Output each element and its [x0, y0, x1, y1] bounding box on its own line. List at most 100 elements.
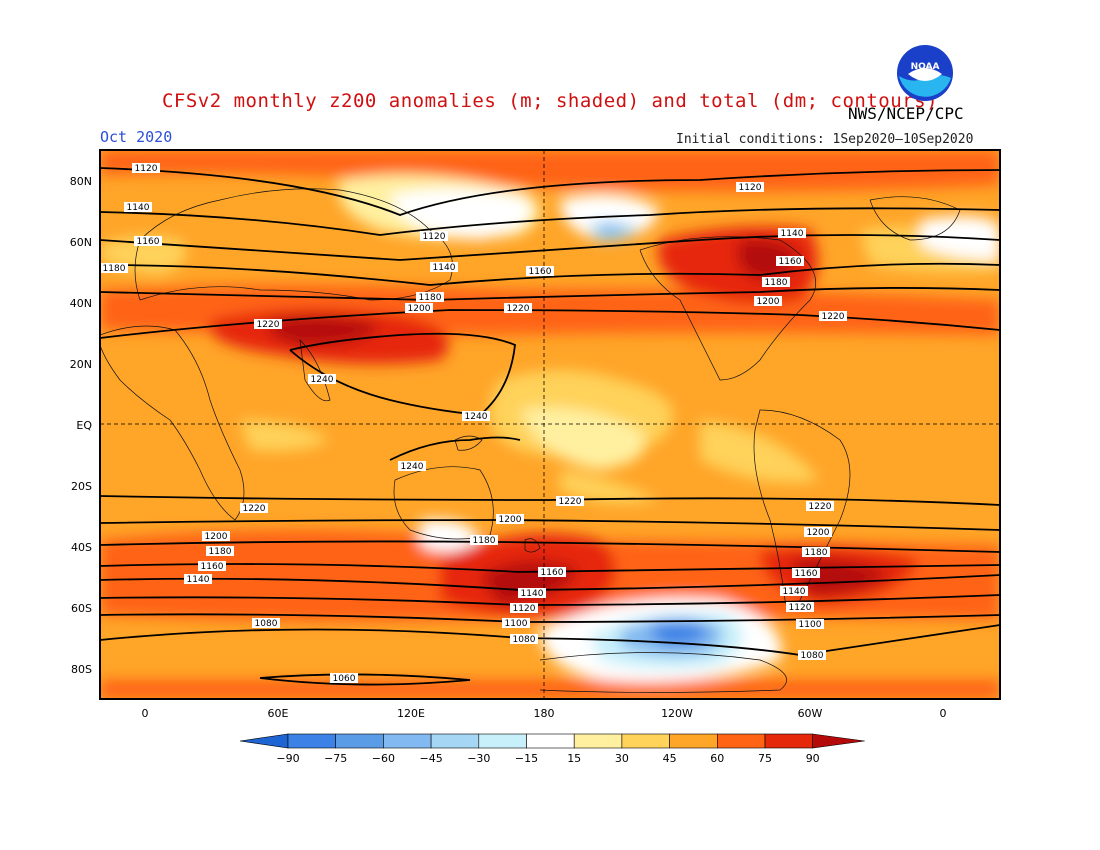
lon-label: 180 — [534, 707, 555, 720]
svg-text:1220: 1220 — [243, 504, 266, 514]
svg-text:1120: 1120 — [135, 164, 158, 174]
svg-text:1160: 1160 — [201, 562, 224, 572]
contour-label: 1120 — [510, 603, 538, 614]
svg-text:1180: 1180 — [209, 547, 232, 557]
australia-coast — [393, 466, 494, 540]
contour-label: 1120 — [132, 163, 160, 174]
siberia-blue-core — [600, 224, 625, 236]
colorbar-tick-label: 75 — [758, 752, 772, 765]
logo-bird — [908, 68, 942, 81]
contour-1240-north — [289, 332, 516, 416]
colorbar-swatch — [478, 733, 527, 749]
colorbar-swatch — [716, 733, 766, 749]
svg-text:1160: 1160 — [541, 568, 564, 578]
contour-label: 1220 — [254, 319, 282, 330]
contour-1220-north — [100, 309, 1000, 339]
contour-label: 1080 — [252, 618, 280, 629]
svg-text:1140: 1140 — [187, 575, 210, 585]
svg-text:1200: 1200 — [499, 515, 522, 525]
svg-text:1120: 1120 — [513, 604, 536, 614]
svg-text:1220: 1220 — [507, 304, 530, 314]
contour-1160-north — [100, 234, 1000, 261]
colorbar-tick-label: 45 — [663, 752, 677, 765]
svg-text:1100: 1100 — [505, 619, 528, 629]
contour-1140-north — [100, 207, 1000, 236]
svg-text:1120: 1120 — [739, 183, 762, 193]
contour-label: 1080 — [510, 634, 538, 645]
colorbar-swatch — [764, 733, 814, 749]
contour-label: 1140 — [184, 574, 212, 585]
arctic-orange-band — [100, 150, 1000, 192]
southern-ocean-blue-3 — [650, 621, 710, 645]
lat-label: 20N — [70, 358, 92, 371]
initial-conditions-label: Initial conditions: 1Sep2020–10Sep2020 — [676, 132, 974, 147]
contour-label: 1140 — [518, 588, 546, 599]
svg-text:1180: 1180 — [419, 293, 442, 303]
longitude-axis: 0 60E 120E 180 120W 60W 0 — [142, 707, 947, 720]
coastlines — [100, 188, 961, 693]
contour-label: 1140 — [780, 586, 808, 597]
logo-wave — [899, 75, 951, 97]
svg-text:1140: 1140 — [433, 263, 456, 273]
contour-label: 1200 — [804, 527, 832, 538]
contour-label: 1180 — [416, 292, 444, 303]
new-zealand-coast — [524, 538, 541, 553]
contour-label: 1220 — [556, 496, 584, 507]
svg-text:1200: 1200 — [807, 528, 830, 538]
forecast-month: Oct 2020 — [100, 128, 173, 146]
contour-label: 1060 — [330, 673, 358, 684]
lat-label: EQ — [76, 419, 92, 432]
map-frame — [99, 149, 1001, 700]
svg-text:1120: 1120 — [789, 603, 812, 613]
contour-label: 1180 — [802, 547, 830, 558]
south-pacific-yellow — [560, 470, 660, 504]
contour-label: 1160 — [198, 561, 226, 572]
colorbar-arrow-left — [239, 733, 289, 749]
lat-label: 60N — [70, 236, 92, 249]
contour-1200-north — [100, 287, 1000, 301]
colorbar-swatch — [526, 733, 575, 749]
contour-1160-south — [100, 563, 1000, 573]
svg-text:1080: 1080 — [801, 651, 824, 661]
contour-1120-north — [100, 167, 1000, 216]
svg-text:1220: 1220 — [559, 497, 582, 507]
new-guinea-coast — [454, 435, 483, 451]
svg-text:1100: 1100 — [799, 620, 822, 630]
contour-label: 1160 — [792, 568, 820, 579]
colorbar-swatch — [669, 733, 718, 749]
svg-text:1080: 1080 — [513, 635, 536, 645]
lat-label: 40S — [71, 541, 92, 554]
contour-label: 1200 — [754, 296, 782, 307]
colorbar-swatch — [287, 733, 337, 749]
contour-1180-north — [100, 262, 1000, 286]
svg-text:1160: 1160 — [779, 257, 802, 267]
anomaly-shading: 1120 1120 1120 1140 1140 1140 1160 1160 … — [100, 150, 1000, 699]
colorbar-tick-label: −60 — [372, 752, 395, 765]
lon-label: 0 — [940, 707, 947, 720]
svg-text:1240: 1240 — [311, 375, 334, 385]
contour-label: 1160 — [776, 256, 804, 267]
contour-label: 1180 — [206, 546, 234, 557]
svg-text:1180: 1180 — [805, 548, 828, 558]
contour-label: 1160 — [134, 236, 162, 247]
colorbar-tick-label: −90 — [276, 752, 299, 765]
colorbar: −90 −75 −60 −45 −30 −15 15 30 45 60 75 90 — [239, 733, 865, 765]
lon-label: 60E — [268, 707, 289, 720]
svg-text:1140: 1140 — [521, 589, 544, 599]
svg-text:1240: 1240 — [465, 412, 488, 422]
contour-1060-south — [259, 673, 471, 686]
map-title: CFSv2 monthly z200 anomalies (m; shaded)… — [161, 90, 939, 112]
contour-label: 1220 — [806, 501, 834, 512]
lat-label: 20S — [71, 480, 92, 493]
contour-label: 1080 — [798, 650, 826, 661]
contour-label: 1220 — [504, 303, 532, 314]
arctic-white — [390, 188, 532, 240]
colorbar-tick-label: 30 — [615, 752, 629, 765]
contour-1180-south — [100, 540, 1000, 553]
contour-label: 1200 — [202, 531, 230, 542]
lon-label: 60W — [798, 707, 823, 720]
contour-label: 1180 — [100, 263, 128, 274]
svg-text:1200: 1200 — [408, 304, 431, 314]
colorbar-swatch — [430, 733, 480, 749]
